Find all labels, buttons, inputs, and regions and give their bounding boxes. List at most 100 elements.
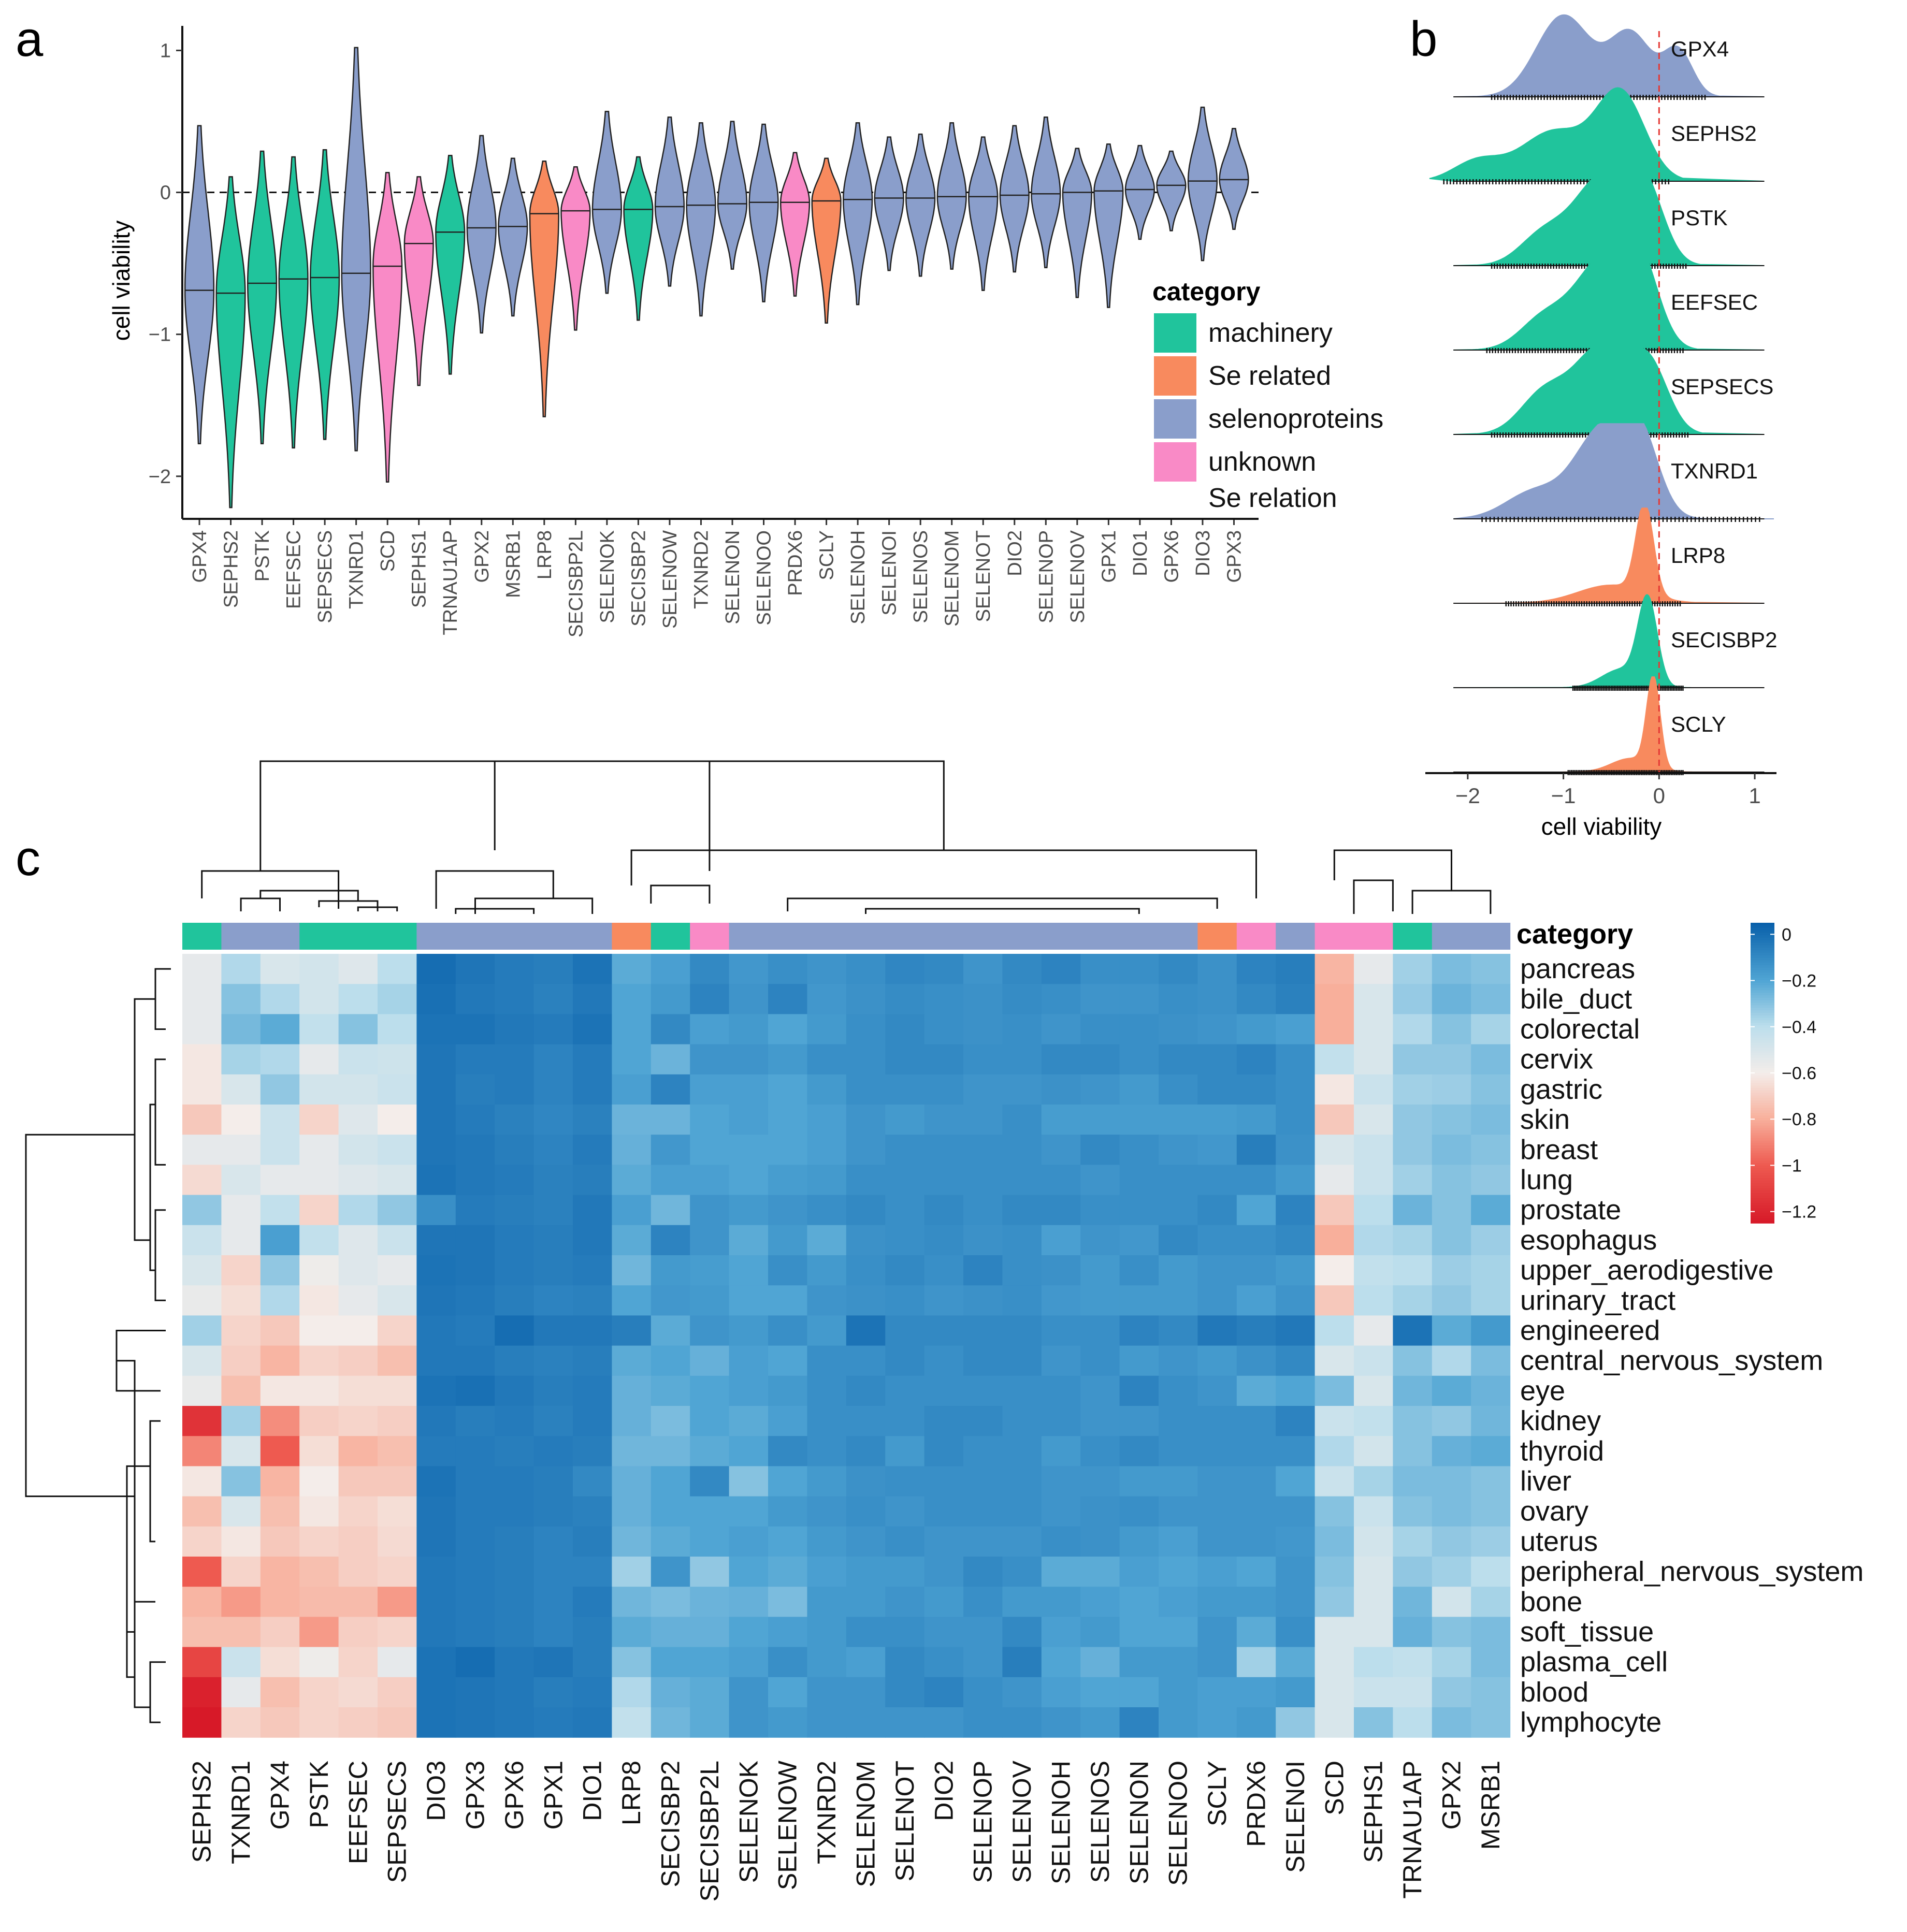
ridge-pstk <box>1453 170 1765 266</box>
heatmap-cell <box>378 1074 417 1105</box>
heatmap-cell <box>807 1105 847 1135</box>
heatmap-cell <box>495 1707 534 1738</box>
heatmap-cell <box>846 1044 886 1075</box>
heatmap-cell <box>1159 1617 1198 1648</box>
heatmap-cell <box>455 1707 495 1738</box>
heatmap-cell <box>807 1677 847 1708</box>
heatmap-cell <box>885 1135 925 1165</box>
heatmap-cell <box>1314 1074 1354 1105</box>
legend-swatch-machinery <box>1154 313 1196 353</box>
heatmap-cell <box>690 1647 730 1678</box>
heatmap-cell <box>885 1044 925 1075</box>
heatmap-cell <box>885 1466 925 1497</box>
heatmap-cell <box>1080 1436 1120 1466</box>
heatmap-cell <box>690 1105 730 1135</box>
heatmap-cell <box>1002 1677 1042 1708</box>
heatmap-cell <box>1314 1315 1354 1346</box>
colorbar-segment <box>1751 1025 1774 1028</box>
heatmap-cell <box>612 954 652 984</box>
heatmap-cell <box>182 1496 222 1527</box>
legend-label: Se related <box>1208 361 1331 391</box>
heatmap-cell <box>221 1647 261 1678</box>
heatmap-cell <box>1276 1135 1316 1165</box>
heatmap-cell <box>1041 1557 1081 1587</box>
heatmap-cell <box>1119 1436 1159 1466</box>
heatmap-cell <box>455 1557 495 1587</box>
heatmap-cell <box>378 1436 417 1466</box>
heatmap-cell <box>768 1436 807 1466</box>
heatmap-cell <box>1119 1315 1159 1346</box>
legend-label: selenoproteins <box>1208 404 1383 434</box>
heatmap-cell <box>533 1014 573 1045</box>
heatmap-cell <box>612 984 652 1014</box>
heatmap-cell <box>455 1135 495 1165</box>
heatmap-cell <box>846 1677 886 1708</box>
heatmap-cell <box>338 1225 378 1256</box>
heatmap-cell <box>1041 1195 1081 1226</box>
category-legend: category machinery Se related selenoprotei… <box>1152 277 1383 513</box>
heatmap-cell <box>768 1375 807 1406</box>
heatmap-cell <box>533 1617 573 1648</box>
colorbar-segment <box>1751 1103 1774 1106</box>
colorbar-segment <box>1751 1093 1774 1096</box>
heatmap-cell <box>690 1285 730 1316</box>
heatmap-cell <box>182 1375 222 1406</box>
heatmap-cell <box>807 1406 847 1436</box>
heatmap-cell <box>1354 1165 1393 1196</box>
heatmap-cell <box>221 1617 261 1648</box>
heatmap-cell <box>221 1496 261 1527</box>
heatmap-cell <box>221 1375 261 1406</box>
heatmap-cell <box>299 1526 339 1557</box>
heatmap-cell <box>416 1135 456 1165</box>
heatmap-cell <box>690 1677 730 1708</box>
ridge-sepsecs <box>1453 342 1765 435</box>
heatmap-cell <box>1159 1587 1198 1617</box>
heatmap-cell <box>533 1526 573 1557</box>
heatmap-cell <box>1354 1255 1393 1286</box>
heatmap-cell <box>1002 1074 1042 1105</box>
column-label: SELENOW <box>773 1760 802 1890</box>
ridgeline-plot: GPX4 SEPHS2 PSTK EEFSEC SEPSECS TXNRD1 LRP8 SEC… <box>1425 14 1777 840</box>
heatmap-cell <box>495 1285 534 1316</box>
column-label: SELENOV <box>1007 1760 1036 1883</box>
heatmap-cell <box>729 1466 769 1497</box>
heatmap-cell <box>1276 984 1316 1014</box>
heatmap-cell <box>846 1195 886 1226</box>
ridge-label-lrp8: LRP8 <box>1671 543 1725 568</box>
heatmap-cell <box>651 1617 690 1648</box>
heatmap-cell <box>1041 1225 1081 1256</box>
heatmap-cell <box>260 1255 300 1286</box>
column-label: SELENOS <box>1086 1761 1115 1883</box>
heatmap-cell <box>260 1345 300 1376</box>
heatmap-cell <box>338 1677 378 1708</box>
heatmap-cell <box>1432 1074 1471 1105</box>
heatmap-cell <box>729 1315 769 1346</box>
heatmap-cell <box>495 1345 534 1376</box>
heatmap-cell <box>378 984 417 1014</box>
heatmap-cell <box>1041 1617 1081 1648</box>
heatmap-cell <box>1276 1617 1316 1648</box>
heatmap-cell <box>1041 1677 1081 1708</box>
heatmap-cell <box>1276 1496 1316 1527</box>
heatmap-cell <box>182 1195 222 1226</box>
heatmap-cell <box>299 1677 339 1708</box>
column-label: GPX2 <box>1437 1761 1466 1829</box>
heatmap-cell <box>455 1677 495 1708</box>
heatmap-cell <box>1197 1014 1237 1045</box>
violin-selenow <box>654 116 685 287</box>
heatmap-cell <box>885 1406 925 1436</box>
x-tick-label: DIO3 <box>1192 530 1214 576</box>
heatmap-cell <box>1393 1647 1433 1678</box>
heatmap-cell <box>1041 1707 1081 1738</box>
column-label: SELENON <box>1124 1761 1153 1884</box>
heatmap-cell <box>1354 1285 1393 1316</box>
colorbar-segment <box>1751 1005 1774 1009</box>
category-cell <box>1354 923 1393 950</box>
heatmap-cell <box>1159 1135 1198 1165</box>
colorbar-tick-label: −0.6 <box>1782 1064 1816 1083</box>
heatmap-cell <box>651 1707 690 1738</box>
heatmap-cell <box>455 1165 495 1196</box>
colorbar: 0 −0.2 −0.4 −0.6 −0.8 −1 −1.2 <box>1751 923 1816 1224</box>
heatmap-cell <box>299 1557 339 1587</box>
heatmap-cell <box>1393 1285 1433 1316</box>
